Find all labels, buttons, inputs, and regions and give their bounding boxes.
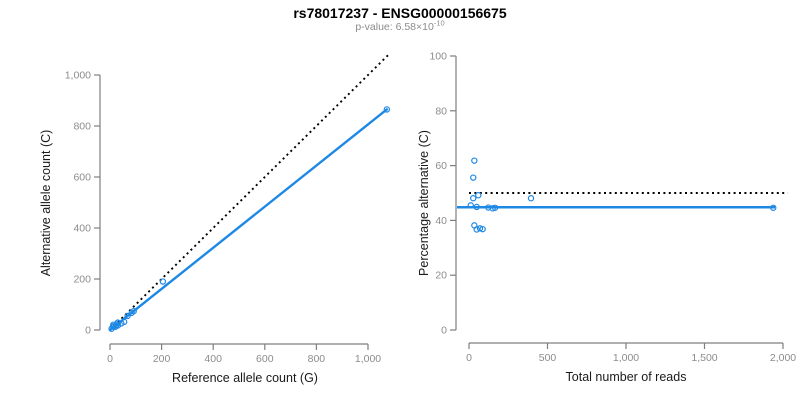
identity-line xyxy=(109,52,391,331)
y-tick-label: 600 xyxy=(73,172,91,184)
data-point xyxy=(130,307,137,315)
data-point xyxy=(470,195,477,202)
x-tick-label: 0 xyxy=(466,352,472,364)
fitted-line xyxy=(108,108,389,332)
y-tick-label: 1,000 xyxy=(65,70,91,82)
p-value-text: p-value: 6.58×10 xyxy=(355,21,434,33)
y-tick-label: 100 xyxy=(429,51,447,63)
y-tick-label: 80 xyxy=(435,105,447,117)
data-point xyxy=(159,278,167,285)
y-axis-title: Alternative allele count (C) xyxy=(39,130,53,277)
y-tick-label: 400 xyxy=(73,223,91,235)
x-tick-label: 800 xyxy=(308,353,326,365)
data-point xyxy=(527,195,535,202)
data-point xyxy=(485,204,492,211)
data-point xyxy=(467,202,474,209)
x-axis-title: Reference allele count (G) xyxy=(172,371,318,385)
plot-header: rs78017237 - ENSG00000156675 p-value: 6.… xyxy=(0,5,800,34)
y-tick-label: 0 xyxy=(441,325,447,337)
x-tick-label: 0 xyxy=(107,353,113,365)
data-point xyxy=(770,204,777,211)
data-point xyxy=(473,203,480,211)
data-point xyxy=(471,157,478,164)
plot-title: rs78017237 - ENSG00000156675 xyxy=(293,5,507,21)
p-value-exponent: -10 xyxy=(433,18,445,28)
data-point xyxy=(491,204,499,211)
data-point xyxy=(476,225,484,232)
data-point xyxy=(120,318,128,326)
data-point xyxy=(475,191,482,199)
data-point xyxy=(479,225,486,233)
x-tick-label: 1,000 xyxy=(613,352,639,364)
x-tick-label: 2,000 xyxy=(770,352,796,364)
x-tick-label: 1,000 xyxy=(355,353,381,365)
y-tick-label: 20 xyxy=(435,270,447,282)
y-tick-label: 40 xyxy=(435,215,447,227)
data-point xyxy=(383,106,391,113)
x-tick-label: 400 xyxy=(204,353,222,365)
allele-count-scatter-plot: 0 200 400 600 800 1,000 0 200 400 600 800 1,000 Refe… xyxy=(39,52,391,385)
y-tick-label: 60 xyxy=(435,160,447,172)
x-tick-label: 1,500 xyxy=(691,352,717,364)
x-tick-label: 200 xyxy=(153,353,171,365)
percentage-reads-scatter-plot: 0 20 40 60 80 100 0 500 1,000 1,500 2,000 Total num… xyxy=(417,51,796,385)
data-point xyxy=(473,226,480,233)
data-point xyxy=(124,312,131,320)
y-tick-label: 200 xyxy=(73,274,91,286)
y-axis-title: Percentage alternative (C) xyxy=(417,130,431,276)
y-tick-label: 800 xyxy=(73,121,91,133)
x-axis-title: Total number of reads xyxy=(566,370,687,384)
x-tick-label: 500 xyxy=(539,352,557,364)
x-tick-label: 600 xyxy=(256,353,274,365)
data-point xyxy=(114,319,121,326)
plot-subtitle: p-value: 6.58×10-10 xyxy=(0,18,800,34)
y-tick-label: 0 xyxy=(85,325,91,337)
data-point xyxy=(470,174,477,181)
